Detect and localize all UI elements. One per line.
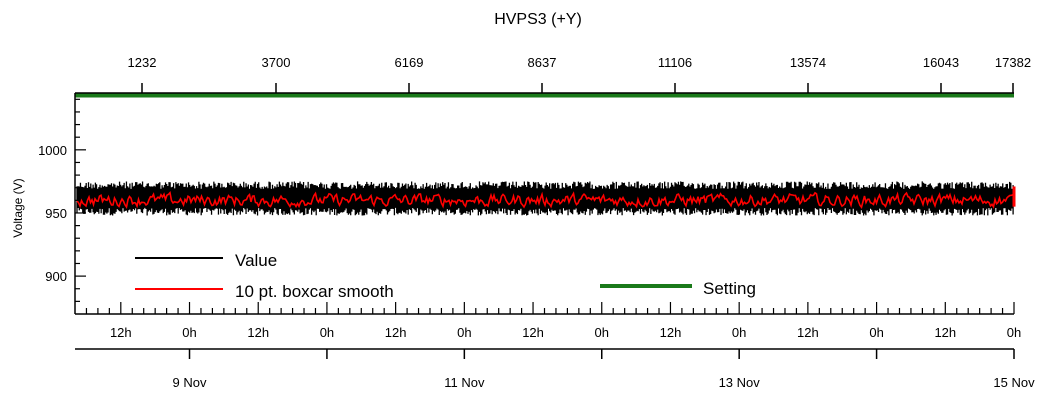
top-tick-label: 13574 bbox=[790, 55, 826, 70]
legend: Value 10 pt. boxcar smooth Setting bbox=[135, 251, 756, 301]
top-tick-label: 8637 bbox=[528, 55, 557, 70]
series-layer bbox=[75, 93, 1016, 216]
x-hour-label: 0h bbox=[320, 325, 334, 340]
x-hour-label: 0h bbox=[869, 325, 883, 340]
top-tick-label: 6169 bbox=[395, 55, 424, 70]
top-tick-label: 17382 bbox=[995, 55, 1031, 70]
x-hour-label: 12h bbox=[110, 325, 132, 340]
date-tick-label: 13 Nov bbox=[719, 375, 761, 390]
top-tick-label: 3700 bbox=[262, 55, 291, 70]
legend-label-value: Value bbox=[235, 251, 277, 270]
top-tick-label: 16043 bbox=[923, 55, 959, 70]
series-value-line bbox=[76, 181, 1014, 216]
x-hour-label: 12h bbox=[522, 325, 544, 340]
x-hour-label: 12h bbox=[660, 325, 682, 340]
top-tick-label: 11106 bbox=[658, 55, 692, 70]
series-smooth-line bbox=[76, 190, 1014, 210]
date-tick-label: 15 Nov bbox=[993, 375, 1035, 390]
x-hour-label: 0h bbox=[457, 325, 471, 340]
axes-layer: 900 950 1000 1232 3700 6169 8637 11106 13574 1604… bbox=[38, 55, 1035, 390]
chart-title: HVPS3 (+Y) bbox=[494, 11, 582, 28]
date-tick-label: 9 Nov bbox=[173, 375, 207, 390]
y-tick-label: 1000 bbox=[38, 143, 67, 158]
x-hour-label: 12h bbox=[797, 325, 819, 340]
y-axis-label: Voltage (V) bbox=[11, 178, 25, 237]
y-tick-label: 950 bbox=[45, 206, 67, 221]
x-hour-label: 12h bbox=[385, 325, 407, 340]
x-hour-label: 0h bbox=[595, 325, 609, 340]
y-tick-label: 900 bbox=[45, 269, 67, 284]
x-hour-label: 12h bbox=[247, 325, 269, 340]
date-tick-label: 11 Nov bbox=[444, 375, 485, 390]
x-hour-label: 0h bbox=[732, 325, 746, 340]
legend-label-smooth: 10 pt. boxcar smooth bbox=[235, 282, 394, 301]
top-tick-label: 1232 bbox=[128, 55, 157, 70]
x-hour-label: 0h bbox=[1007, 325, 1021, 340]
legend-label-setting: Setting bbox=[703, 279, 756, 298]
x-hour-label: 0h bbox=[182, 325, 196, 340]
x-hour-label: 12h bbox=[934, 325, 956, 340]
